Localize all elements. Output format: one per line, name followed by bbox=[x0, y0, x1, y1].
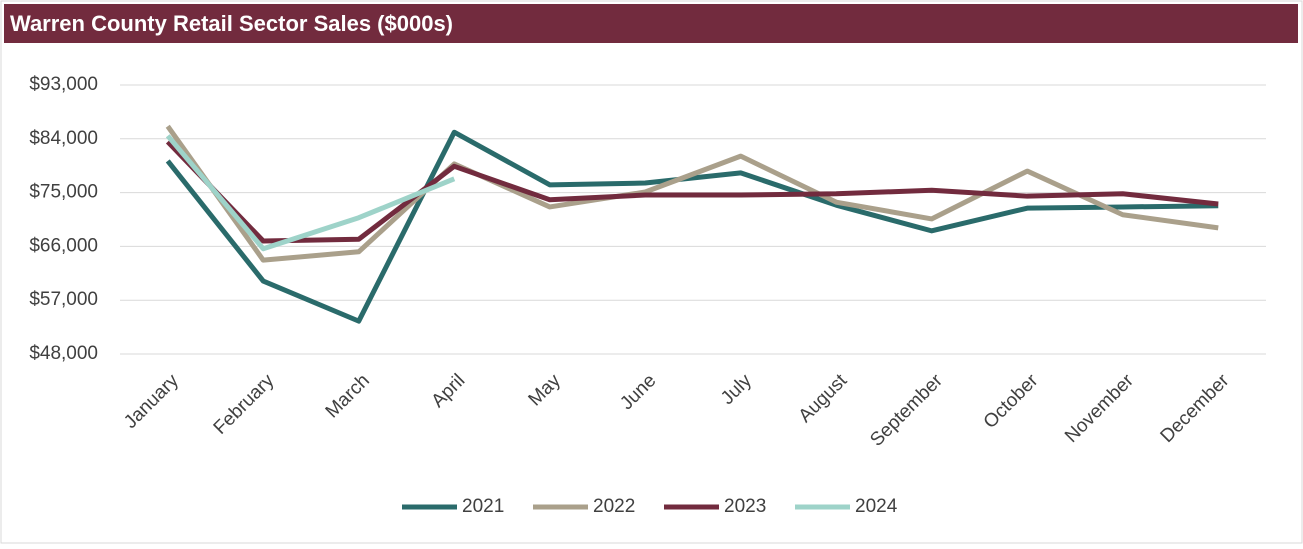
series-line bbox=[165, 124, 1219, 263]
y-tick-label: $66,000 bbox=[29, 235, 98, 256]
legend-label: 2021 bbox=[462, 496, 504, 517]
legend-label: 2022 bbox=[593, 496, 635, 517]
y-tick-label: $57,000 bbox=[29, 289, 98, 310]
series-line bbox=[165, 140, 1219, 244]
legend-label: 2023 bbox=[724, 496, 766, 517]
y-tick-label: $48,000 bbox=[29, 343, 98, 364]
y-tick-label: $93,000 bbox=[29, 74, 98, 95]
header-bar bbox=[4, 4, 1298, 43]
series-line bbox=[165, 129, 1219, 324]
y-tick-label: $84,000 bbox=[29, 128, 98, 149]
series-line bbox=[165, 134, 456, 252]
legend-label: 2024 bbox=[855, 496, 898, 517]
y-tick-label: $75,000 bbox=[29, 182, 98, 203]
chart-title: Warren County Retail Sector Sales ($000s… bbox=[10, 11, 453, 36]
